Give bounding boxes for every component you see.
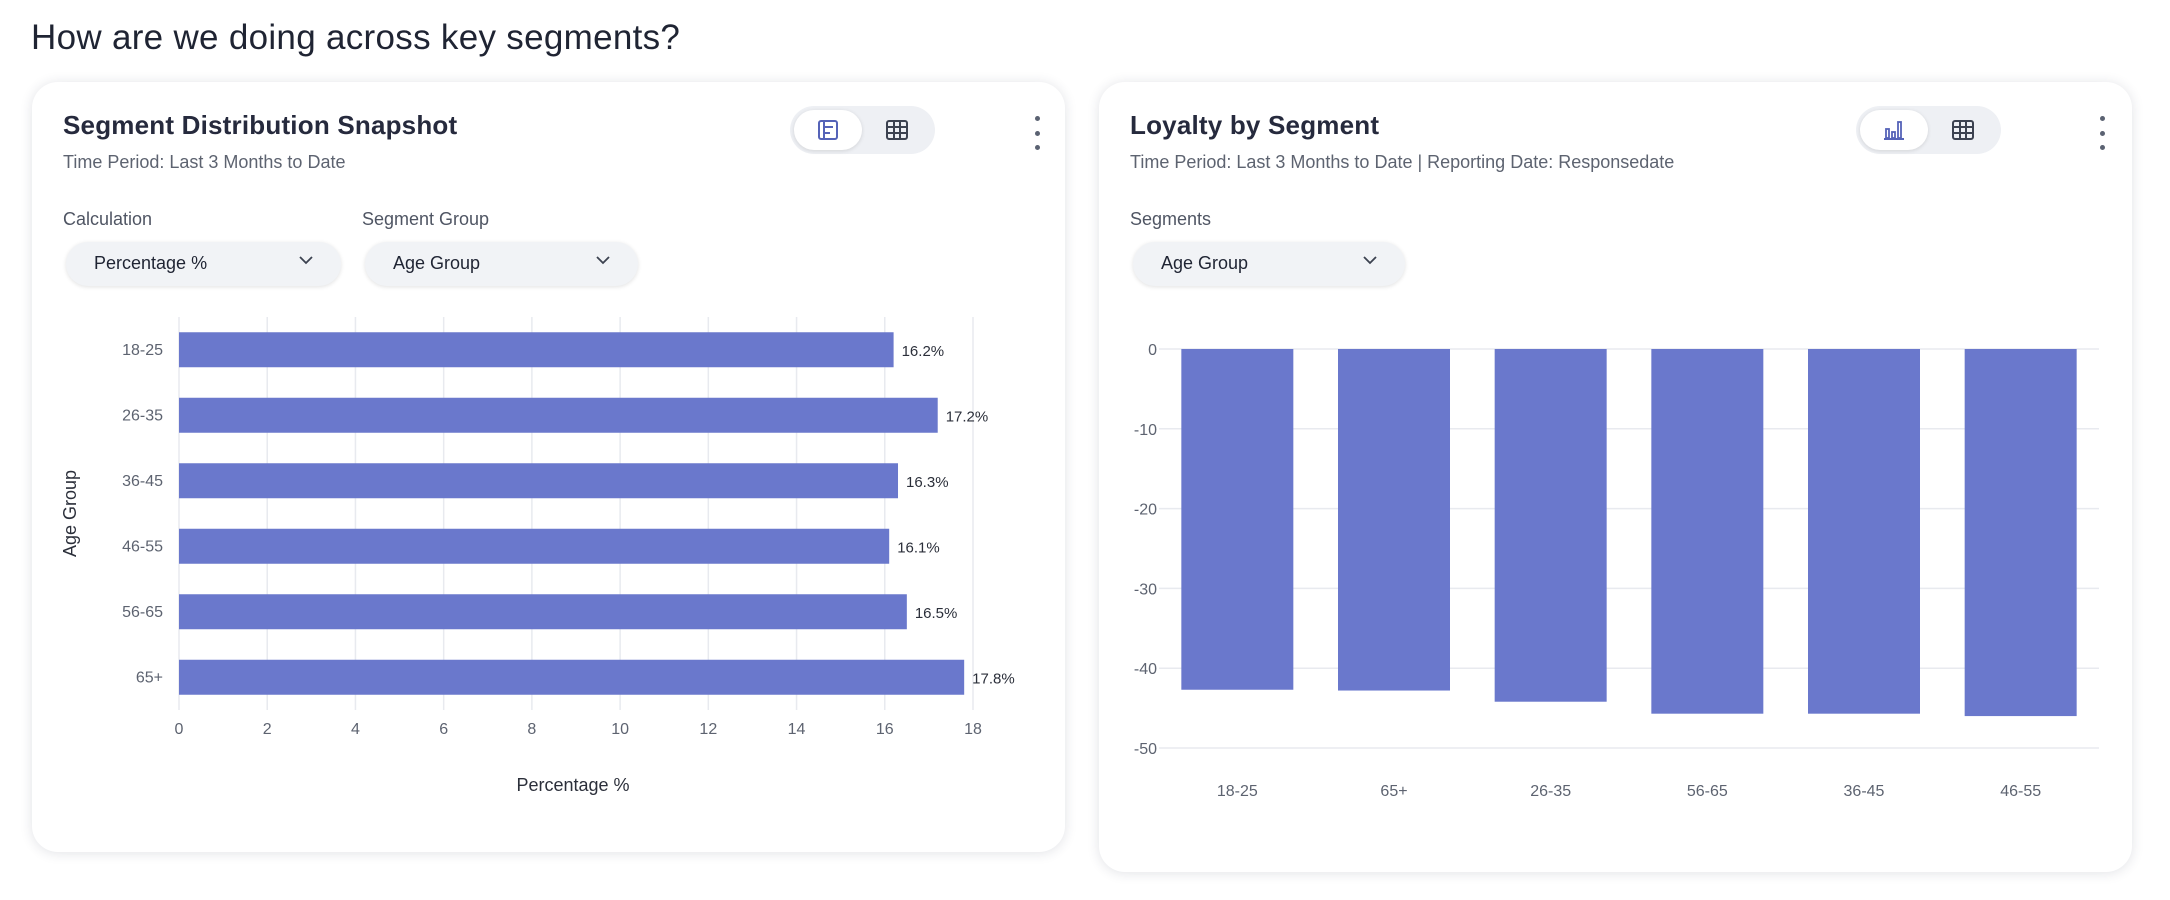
calculation-value: Percentage % (94, 253, 208, 273)
y-axis-label: Age Group (60, 470, 80, 557)
calculation-label: Calculation (63, 209, 153, 229)
chart-view-button[interactable] (794, 110, 862, 150)
segment-group-value: Age Group (393, 253, 481, 273)
x-tick-label: 14 (788, 721, 806, 738)
loyalty-by-segment-chart: 0 -10 -20 -30 -40 -50 18-25 65+ 26-35 56-65 36-45 4… (1134, 342, 2099, 800)
table-icon (1952, 120, 1974, 140)
page-title: How are we doing across key segments? (31, 18, 681, 57)
y-tick-label: 36-45 (122, 473, 163, 490)
data-label: 17.8% (972, 670, 1015, 687)
segment-group-select[interactable]: Age Group (365, 242, 638, 286)
calculation-select[interactable]: Percentage % (66, 242, 341, 286)
chevron-down-icon (596, 256, 610, 265)
chevron-down-icon (299, 256, 313, 265)
card-title: Loyalty by Segment (1130, 110, 1380, 140)
x-tick-label: 16 (876, 721, 894, 738)
bar-chart-icon (1884, 121, 1904, 140)
segments-label: Segments (1130, 209, 1212, 229)
x-tick-label: 10 (611, 721, 629, 738)
table-view-button[interactable] (863, 110, 931, 150)
segments-select[interactable]: Age Group (1133, 242, 1405, 286)
y-tick-label: -40 (1134, 661, 1157, 678)
chart-view-button[interactable] (1860, 110, 1928, 150)
chevron-down-icon (1363, 256, 1377, 265)
y-tick-label: -20 (1134, 502, 1157, 519)
y-tick-label: 56-65 (122, 604, 163, 621)
bar (179, 397, 938, 433)
view-toggle (790, 106, 935, 154)
bar (179, 659, 965, 695)
data-label: 16.5% (915, 605, 958, 622)
data-label: 16.1% (897, 539, 940, 556)
view-toggle (1856, 106, 2001, 154)
y-tick-label: 26-35 (122, 407, 163, 424)
data-label: 17.2% (946, 408, 989, 425)
x-tick-label: 4 (351, 721, 360, 738)
table-icon (886, 120, 908, 140)
bar (179, 463, 899, 499)
x-tick-label: 36-45 (1844, 783, 1885, 800)
x-tick-label: 8 (527, 721, 536, 738)
x-tick-label: 18 (964, 721, 982, 738)
card-title: Segment Distribution Snapshot (63, 110, 458, 140)
bar (1964, 349, 2077, 717)
bar (179, 594, 907, 630)
y-tick-label: -50 (1134, 741, 1157, 758)
y-tick-label: 18-25 (122, 342, 163, 359)
y-tick-label: 0 (1148, 342, 1157, 359)
bar (1181, 349, 1294, 690)
bar (179, 332, 894, 368)
bar (1651, 349, 1764, 714)
more-options-icon[interactable] (2092, 116, 2112, 150)
card-subtitle: Time Period: Last 3 Months to Date (63, 152, 346, 172)
y-tick-label: -30 (1134, 581, 1157, 598)
bar (1338, 349, 1450, 691)
y-tick-label: 65+ (136, 669, 163, 686)
x-tick-label: 2 (263, 721, 272, 738)
x-tick-label: 18-25 (1217, 783, 1258, 800)
y-tick-label: 46-55 (122, 538, 163, 555)
x-tick-label: 26-35 (1530, 783, 1571, 800)
segments-value: Age Group (1161, 253, 1249, 273)
x-tick-label: 12 (699, 721, 717, 738)
x-tick-label: 56-65 (1687, 783, 1728, 800)
more-options-icon[interactable] (1027, 116, 1047, 150)
x-tick-label: 46-55 (2000, 783, 2041, 800)
x-axis-label: Percentage % (516, 775, 629, 795)
x-tick-label: 6 (439, 721, 448, 738)
segment-distribution-chart: 0 2 4 6 8 10 12 14 16 18 18-25 16.2% 26-35 17.2% 36-45… (60, 317, 1015, 795)
horizontal-bar-chart-icon (818, 120, 838, 140)
bar (1808, 349, 1920, 714)
loyalty-by-segment-card: Loyalty by Segment Time Period: Last 3 M… (1099, 82, 2132, 872)
data-label: 16.3% (906, 474, 949, 491)
data-label: 16.2% (902, 343, 945, 360)
y-tick-label: -10 (1134, 422, 1157, 439)
x-tick-label: 0 (175, 721, 184, 738)
bar (179, 528, 890, 564)
x-tick-label: 65+ (1380, 783, 1407, 800)
bar (1494, 349, 1607, 702)
table-view-button[interactable] (1929, 110, 1997, 150)
card-subtitle: Time Period: Last 3 Months to Date | Rep… (1130, 152, 1675, 172)
segment-distribution-card: Segment Distribution Snapshot Time Perio… (32, 82, 1065, 852)
segment-group-label: Segment Group (362, 209, 490, 229)
